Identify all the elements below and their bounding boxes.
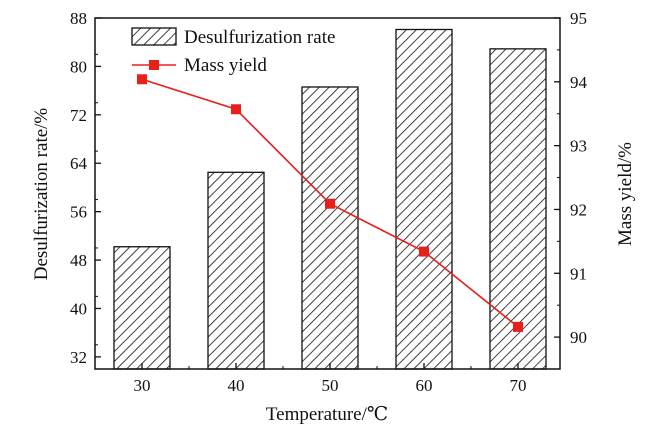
left-y-tick-label: 88 [70,9,87,28]
bar [207,171,265,370]
mass-yield-point [513,321,523,332]
left-y-tick-label: 40 [70,299,87,318]
legend: Desulfurization rate Mass yield [131,27,335,76]
x-tick-label: 60 [416,376,433,395]
legend-line-marker [149,60,159,70]
x-tick-label: 30 [134,376,151,395]
left-y-axis: 32 40 48 56 64 72 80 88 [70,9,101,367]
mass-yield-point [419,246,429,257]
bar-series [113,28,547,370]
right-y-tick-label: 92 [570,200,587,219]
bar [489,48,547,370]
right-y-tick-label: 93 [570,137,587,156]
right-y-tick-label: 91 [570,264,587,283]
x-tick-label: 40 [228,376,245,395]
left-y-tick-label: 48 [70,251,87,270]
mass-yield-point [231,104,241,115]
right-y-tick-label: 94 [570,73,588,92]
legend-line-label: Mass yield [184,55,267,76]
left-y-tick-label: 72 [70,106,87,125]
bar [113,246,171,370]
left-y-tick-label: 64 [70,154,88,173]
bar [395,28,453,370]
mass-yield-point [137,74,147,85]
legend-bar-swatch [131,27,177,46]
left-y-axis-title: Desulfurization rate/% [31,108,52,281]
left-y-tick-label: 32 [70,348,87,367]
right-y-tick-label: 90 [570,328,587,347]
bar [301,86,359,370]
x-axis: 30 40 50 60 70 [134,363,527,395]
right-y-axis-title: Mass yield/% [615,142,636,246]
x-tick-label: 70 [510,376,527,395]
mass-yield-point [325,198,335,209]
legend-bar-label: Desulfurization rate [184,27,335,48]
x-tick-label: 50 [322,376,339,395]
line-series [137,74,523,332]
right-y-axis: 90 91 92 93 94 95 [554,9,588,347]
right-y-tick-label: 95 [570,9,587,28]
x-axis-title: Temperature/℃ [266,404,388,425]
left-y-tick-label: 56 [70,203,87,222]
left-y-tick-label: 80 [70,57,87,76]
plot-frame [94,17,561,370]
